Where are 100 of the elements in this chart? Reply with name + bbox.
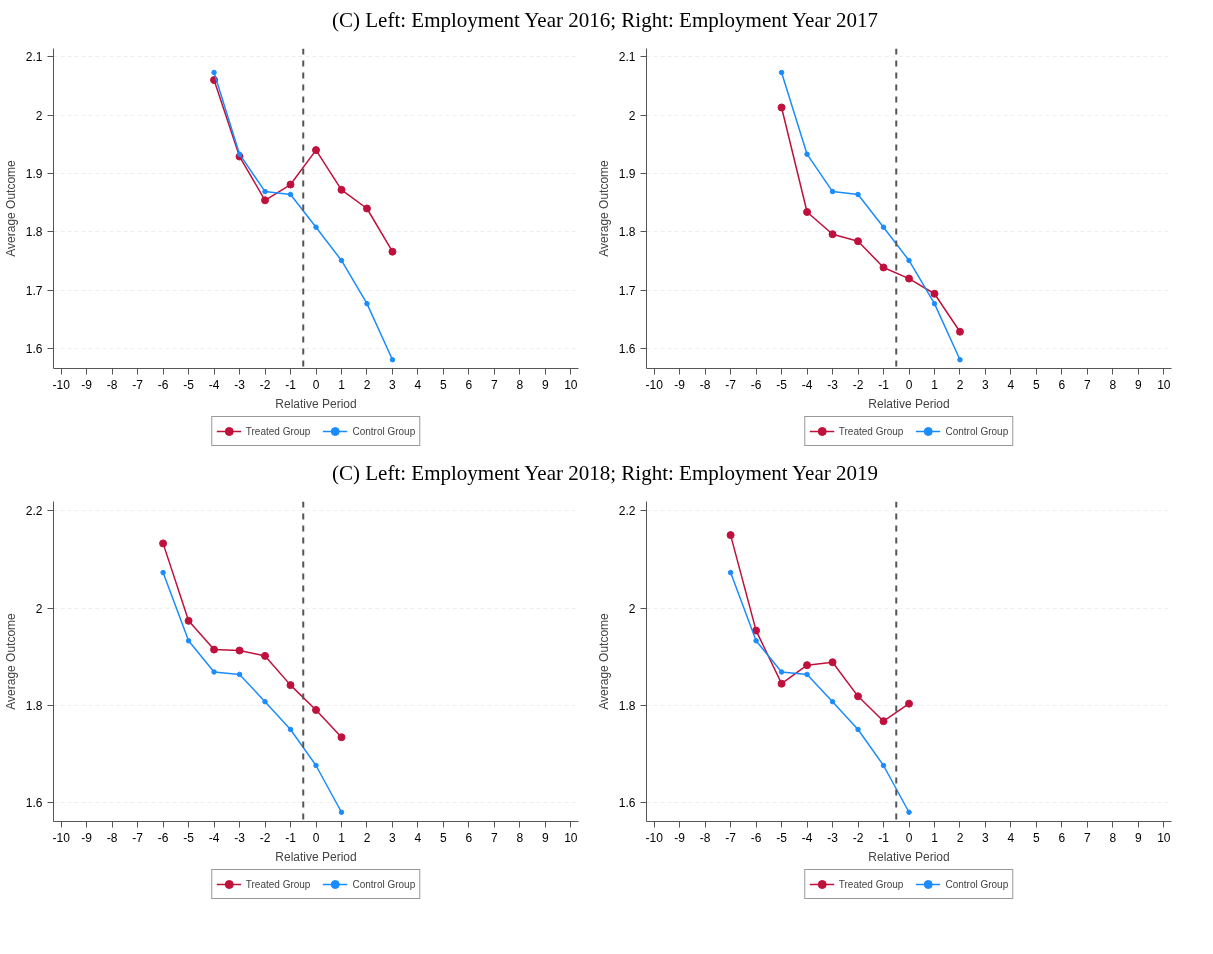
legend-label: Treated Group bbox=[838, 425, 904, 437]
legend-label: Control Group bbox=[945, 878, 1009, 890]
x-tick-label: -1 bbox=[878, 830, 890, 845]
x-tick-label: -2 bbox=[852, 377, 864, 392]
x-tick-label: 4 bbox=[414, 830, 422, 845]
x-tick-label: 7 bbox=[491, 377, 499, 392]
x-tick-label: -3 bbox=[234, 830, 246, 845]
x-tick-label: 6 bbox=[465, 830, 473, 845]
x-tick-label: -7 bbox=[725, 830, 737, 845]
x-axis-title: Relative Period bbox=[868, 849, 950, 864]
x-tick-label: 2 bbox=[363, 830, 371, 845]
x-tick-label: 3 bbox=[982, 377, 990, 392]
x-tick-label: -9 bbox=[81, 830, 93, 845]
x-tick-label: -7 bbox=[132, 830, 144, 845]
x-axis-title: Relative Period bbox=[275, 396, 357, 411]
x-tick-label: 3 bbox=[389, 830, 397, 845]
y-tick-label: 2.1 bbox=[25, 50, 43, 65]
y-tick-label: 1.6 bbox=[25, 342, 43, 357]
x-tick-label: -4 bbox=[208, 830, 220, 845]
y-axis-title: Average Outcome bbox=[3, 159, 18, 257]
x-axis-title: Relative Period bbox=[868, 396, 950, 411]
y-axis-title: Average Outcome bbox=[3, 612, 18, 710]
x-tick-label: -3 bbox=[827, 830, 839, 845]
y-tick-label: 2.2 bbox=[618, 504, 636, 519]
x-tick-label: -10 bbox=[52, 830, 71, 845]
y-tick-label: 2 bbox=[628, 601, 636, 616]
x-tick-label: 10 bbox=[1157, 830, 1171, 845]
y-tick-label: 1.7 bbox=[618, 283, 636, 298]
x-tick-label: -5 bbox=[776, 830, 788, 845]
y-tick-label: 2 bbox=[35, 108, 43, 123]
legend-label: Treated Group bbox=[245, 878, 311, 890]
y-tick-label: 1.8 bbox=[25, 225, 43, 240]
x-tick-label: 8 bbox=[516, 830, 524, 845]
x-tick-label: 6 bbox=[465, 377, 473, 392]
x-tick-label: 10 bbox=[564, 830, 578, 845]
y-tick-label: 1.6 bbox=[25, 796, 43, 811]
x-tick-label: 0 bbox=[905, 830, 913, 845]
x-tick-label: 5 bbox=[440, 830, 448, 845]
chart-title: (C) Left: Employment Year 2016; Right: Employment Year 2017 bbox=[332, 7, 878, 34]
x-tick-label: 0 bbox=[905, 377, 913, 392]
y-tick-label: 2.1 bbox=[618, 50, 636, 65]
x-tick-label: 10 bbox=[1157, 377, 1171, 392]
x-tick-label: 8 bbox=[516, 377, 524, 392]
x-tick-label: 1 bbox=[931, 377, 939, 392]
x-tick-label: -8 bbox=[106, 377, 118, 392]
y-tick-label: 1.8 bbox=[618, 699, 636, 714]
x-tick-label: -2 bbox=[259, 377, 271, 392]
y-tick-label: 1.9 bbox=[25, 166, 43, 181]
x-tick-label: 3 bbox=[389, 377, 397, 392]
x-tick-label: -7 bbox=[132, 377, 144, 392]
x-tick-label: -4 bbox=[801, 830, 813, 845]
x-tick-label: 1 bbox=[931, 830, 939, 845]
chart-title: (C) Left: Employment Year 2018; Right: Employment Year 2019 bbox=[332, 460, 878, 487]
x-tick-label: -4 bbox=[208, 377, 220, 392]
x-tick-label: -6 bbox=[157, 377, 169, 392]
x-tick-label: -10 bbox=[645, 830, 664, 845]
x-tick-label: 7 bbox=[1084, 830, 1092, 845]
y-tick-label: 1.8 bbox=[618, 225, 636, 240]
x-tick-label: 6 bbox=[1058, 830, 1066, 845]
x-tick-label: 9 bbox=[1135, 830, 1143, 845]
x-tick-label: -3 bbox=[234, 377, 246, 392]
y-tick-label: 1.8 bbox=[25, 699, 43, 714]
x-tick-label: 8 bbox=[1109, 830, 1117, 845]
legend-label: Control Group bbox=[352, 425, 416, 437]
x-tick-label: -8 bbox=[699, 377, 711, 392]
x-tick-label: -10 bbox=[52, 377, 71, 392]
x-tick-label: 7 bbox=[1084, 377, 1092, 392]
x-tick-label: 10 bbox=[564, 377, 578, 392]
x-tick-label: -7 bbox=[725, 377, 737, 392]
y-axis-title: Average Outcome bbox=[596, 612, 611, 710]
x-tick-label: -8 bbox=[699, 830, 711, 845]
x-tick-label: 4 bbox=[1007, 830, 1015, 845]
y-tick-label: 2 bbox=[35, 601, 43, 616]
legend-label: Control Group bbox=[352, 878, 416, 890]
y-tick-label: 2.2 bbox=[25, 504, 43, 519]
x-tick-label: 5 bbox=[1033, 830, 1041, 845]
x-tick-label: 6 bbox=[1058, 377, 1066, 392]
x-tick-label: -8 bbox=[106, 830, 118, 845]
x-tick-label: 5 bbox=[440, 377, 448, 392]
x-tick-label: -5 bbox=[183, 830, 195, 845]
x-tick-label: 1 bbox=[338, 377, 346, 392]
x-tick-label: -5 bbox=[183, 377, 195, 392]
x-tick-label: -5 bbox=[776, 377, 788, 392]
y-tick-label: 1.7 bbox=[25, 283, 43, 298]
x-tick-label: -6 bbox=[750, 830, 762, 845]
x-tick-label: -9 bbox=[674, 830, 686, 845]
x-tick-label: 7 bbox=[491, 830, 499, 845]
x-tick-label: 4 bbox=[1007, 377, 1015, 392]
x-tick-label: -10 bbox=[645, 377, 664, 392]
x-tick-label: 0 bbox=[312, 377, 320, 392]
x-tick-label: 3 bbox=[982, 830, 990, 845]
y-tick-label: 1.6 bbox=[618, 342, 636, 357]
x-tick-label: -9 bbox=[81, 377, 93, 392]
x-axis-title: Relative Period bbox=[275, 849, 357, 864]
x-tick-label: -3 bbox=[827, 377, 839, 392]
y-axis-title: Average Outcome bbox=[596, 159, 611, 257]
x-tick-label: 0 bbox=[312, 830, 320, 845]
y-tick-label: 2 bbox=[628, 108, 636, 123]
x-tick-label: -1 bbox=[285, 830, 297, 845]
x-tick-label: -6 bbox=[157, 830, 169, 845]
